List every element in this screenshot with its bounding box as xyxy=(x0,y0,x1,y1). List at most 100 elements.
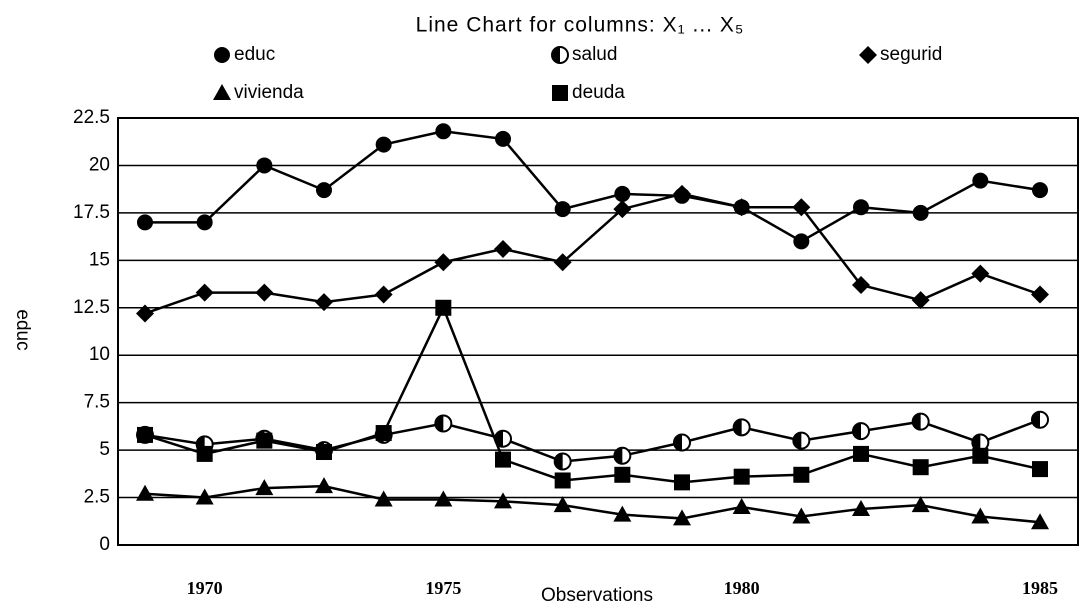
marker xyxy=(256,157,273,174)
y-tick-label: 22.5 xyxy=(73,107,110,128)
marker xyxy=(971,507,990,524)
marker-shape xyxy=(137,214,153,231)
series-line xyxy=(144,484,1041,524)
marker-shape xyxy=(316,444,332,461)
series-line xyxy=(144,418,1041,463)
marker-shape xyxy=(674,434,682,451)
marker xyxy=(434,253,453,272)
marker-shape xyxy=(554,472,571,489)
marker xyxy=(213,84,231,100)
marker-shape xyxy=(792,507,811,524)
marker-shape xyxy=(552,85,568,101)
marker xyxy=(852,499,870,516)
marker-shape xyxy=(733,419,742,436)
marker xyxy=(136,484,154,501)
marker-shape xyxy=(732,498,751,515)
marker-shape xyxy=(1032,461,1048,478)
marker-shape xyxy=(214,47,230,63)
marker-shape xyxy=(793,233,810,250)
y-tick-label: 5 xyxy=(99,439,110,460)
marker xyxy=(673,184,691,203)
marker xyxy=(435,123,452,140)
marker xyxy=(972,172,989,189)
marker xyxy=(374,490,393,507)
y-tick-label: 0 xyxy=(99,534,110,555)
marker xyxy=(732,198,751,217)
x-tick-label: 1985 xyxy=(1022,578,1058,598)
marker xyxy=(792,507,811,524)
y-tick-label: 12.5 xyxy=(73,297,110,318)
legend-label: salud xyxy=(572,44,617,65)
marker-shape xyxy=(613,200,632,219)
marker-shape xyxy=(1032,182,1048,199)
marker-shape xyxy=(859,46,877,64)
marker xyxy=(733,468,750,485)
marker-shape xyxy=(195,488,214,505)
marker-shape xyxy=(971,264,990,283)
marker-shape xyxy=(553,496,572,513)
marker xyxy=(971,264,990,283)
marker xyxy=(852,422,870,441)
marker xyxy=(315,293,333,312)
marker xyxy=(495,130,511,147)
legend-label: educ xyxy=(234,44,275,65)
marker-shape xyxy=(614,185,631,202)
series-line xyxy=(144,192,1041,315)
marker xyxy=(316,444,332,461)
marker xyxy=(195,488,214,505)
y-tick-label: 2.5 xyxy=(84,487,110,508)
legend-label: vivienda xyxy=(234,82,304,103)
marker-shape xyxy=(912,413,921,430)
marker xyxy=(553,452,572,471)
marker-shape xyxy=(136,304,154,323)
marker-shape xyxy=(375,136,392,153)
marker xyxy=(911,291,930,310)
marker xyxy=(494,492,512,509)
marker xyxy=(551,46,569,64)
marker xyxy=(1031,513,1049,530)
marker xyxy=(214,47,230,63)
marker xyxy=(613,446,632,465)
marker-shape xyxy=(853,423,861,440)
marker-shape xyxy=(792,198,811,217)
marker xyxy=(673,509,691,526)
marker xyxy=(1031,285,1049,304)
marker xyxy=(853,445,869,462)
marker-shape xyxy=(495,451,511,468)
marker xyxy=(195,283,214,302)
legend-label: segurid xyxy=(880,44,942,65)
marker xyxy=(553,496,572,513)
marker-shape xyxy=(256,157,273,174)
marker xyxy=(1031,410,1049,429)
marker-shape xyxy=(614,466,631,483)
marker xyxy=(793,466,810,483)
marker-shape xyxy=(256,432,273,449)
marker-shape xyxy=(434,490,453,507)
marker xyxy=(732,418,751,437)
marker-shape xyxy=(852,499,870,516)
marker-shape xyxy=(213,84,231,100)
marker-shape xyxy=(733,468,750,485)
y-tick-label: 7.5 xyxy=(84,392,110,413)
marker-shape xyxy=(137,426,153,443)
x-axis-label: Observations xyxy=(541,585,653,606)
marker xyxy=(196,445,213,462)
marker xyxy=(614,185,631,202)
marker-shape xyxy=(554,453,563,470)
marker-shape xyxy=(375,425,392,442)
marker xyxy=(375,425,392,442)
marker-shape xyxy=(255,283,274,302)
marker-shape xyxy=(374,285,393,304)
marker-shape xyxy=(315,477,333,494)
marker xyxy=(495,451,511,468)
y-tick-label: 17.5 xyxy=(73,202,110,223)
marker-shape xyxy=(374,490,393,507)
marker xyxy=(793,233,810,250)
marker-shape xyxy=(136,484,154,501)
marker xyxy=(137,214,153,231)
marker-shape xyxy=(435,123,452,140)
marker xyxy=(911,496,930,513)
marker-shape xyxy=(613,505,632,522)
marker xyxy=(674,474,690,491)
chart-title: Line Chart for columns: X₁ ... X₅ xyxy=(416,14,745,37)
